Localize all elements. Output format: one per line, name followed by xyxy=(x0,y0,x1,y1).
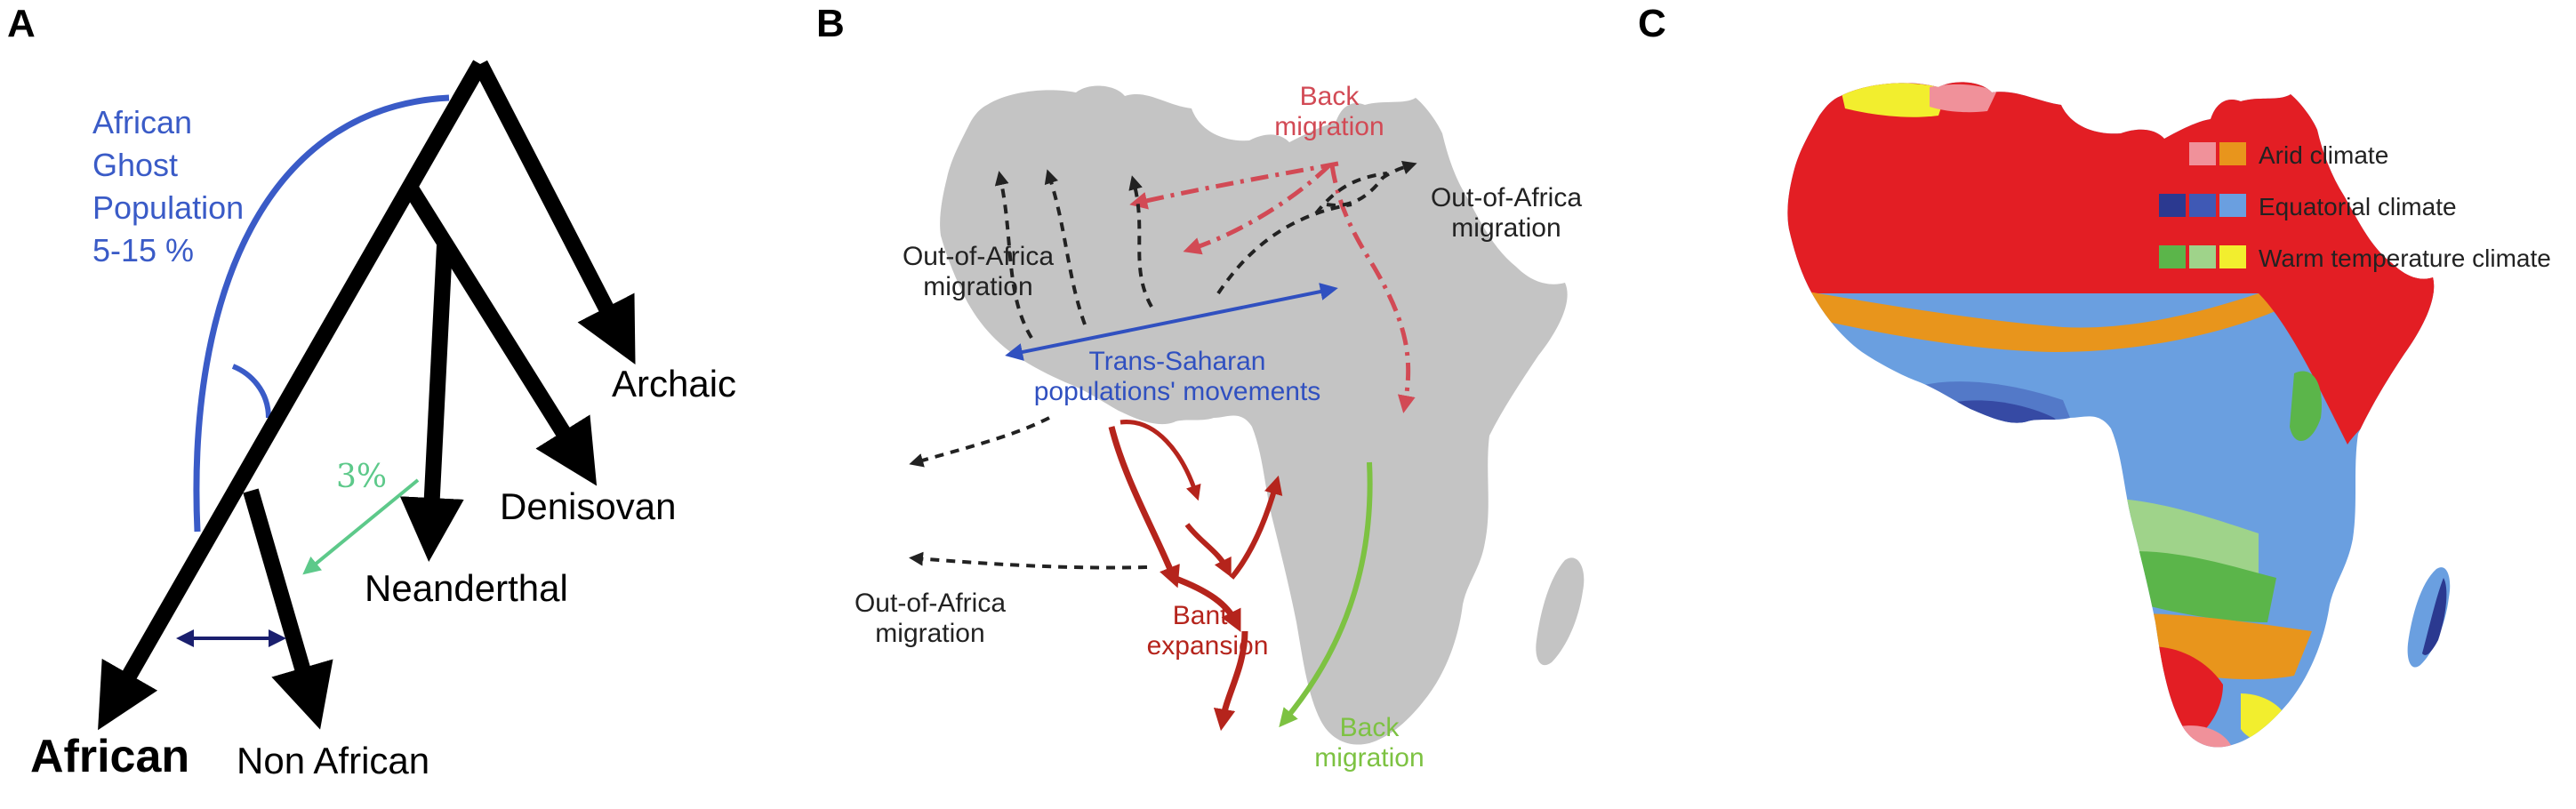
back-migration-north-line1: Back xyxy=(1300,82,1360,111)
branch-denisovan-stem xyxy=(404,184,598,486)
legend-row-warm: Warm temperature climate xyxy=(2159,244,2551,272)
legend-swatch xyxy=(2159,194,2186,217)
bantu-line1: Bantu xyxy=(1173,601,1242,630)
out-of-africa-ne-arrow xyxy=(1314,172,1388,215)
zone-equatorial-light xyxy=(1787,82,2435,748)
zone-warm-green-2 xyxy=(2134,551,2276,622)
bantu-line2: expansion xyxy=(1147,631,1269,661)
zone-arid-sahel xyxy=(1787,267,2312,352)
taxon-non-african: Non African xyxy=(237,740,429,781)
bantu-arrow-1 xyxy=(1108,426,1180,589)
madagascar xyxy=(1536,557,1585,666)
africa-climate-map: Arid climate Equatorial climate Warm tem… xyxy=(1787,82,2551,748)
zone-warm-north xyxy=(1841,83,1947,117)
ghost-label-line3: Population xyxy=(92,189,244,226)
bantu-arrow-4 xyxy=(1184,523,1232,578)
legend-swatch xyxy=(2159,245,2186,268)
climate-legend: Arid climate Equatorial climate Warm tem… xyxy=(2159,141,2551,272)
bantu-arrow-2 xyxy=(1119,420,1201,501)
legend-swatch xyxy=(2189,194,2216,217)
trans-saharan-line2: populations' movements xyxy=(1034,377,1321,406)
panel-b-migration-map: B xyxy=(782,0,1636,809)
madagascar-east xyxy=(2422,578,2447,655)
legend-swatch xyxy=(2159,142,2186,165)
zone-warm-highland xyxy=(2290,371,2322,442)
branch-neanderthal xyxy=(399,244,464,562)
branch-non-african xyxy=(243,488,333,730)
back-migration-south-line2: migration xyxy=(1314,743,1424,773)
out-of-africa-sw-arrow-1 xyxy=(909,416,1050,468)
legend-swatch xyxy=(2189,245,2216,268)
bantu-arrow-3 xyxy=(1172,574,1241,632)
panel-a-phylogeny: A African Ghost Population 5-15 xyxy=(0,0,782,809)
out-of-africa-ne-arrow-3 xyxy=(1326,160,1417,207)
branch-african xyxy=(98,60,487,731)
ghost-label-line1: African xyxy=(92,104,192,140)
out-of-africa-ne-arrow-2 xyxy=(1216,203,1352,295)
out-of-africa-nw-line1: Out-of-Africa xyxy=(903,242,1054,271)
zone-arid-north-pink xyxy=(1930,84,1996,113)
bantu-arrow-6 xyxy=(1213,630,1248,732)
legend-swatch xyxy=(2219,194,2246,217)
taxon-african: African xyxy=(30,731,189,782)
branch-archaic xyxy=(473,60,636,364)
legend-label-warm: Warm temperature climate xyxy=(2259,244,2551,272)
climate-zones xyxy=(1787,82,2435,748)
legend-label-equatorial: Equatorial climate xyxy=(2259,193,2457,220)
back-migration-north-line2: migration xyxy=(1274,112,1384,141)
legend-swatch xyxy=(2219,245,2246,268)
out-of-africa-sw-arrow-2 xyxy=(909,551,1148,570)
back-migration-north-arrow-2 xyxy=(1183,164,1331,255)
out-of-africa-ne-line1: Out-of-Africa xyxy=(1431,183,1582,212)
out-of-africa-sw-line1: Out-of-Africa xyxy=(855,589,1006,618)
out-of-africa-ne-line2: migration xyxy=(1451,213,1561,243)
legend-swatch xyxy=(2219,142,2246,165)
back-migration-north-arrow-3 xyxy=(1329,164,1416,413)
taxon-neanderthal: Neanderthal xyxy=(365,567,568,609)
back-migration-north-arrow-1 xyxy=(1129,161,1339,210)
panel-c-label: C xyxy=(1638,2,1666,45)
panel-c-climate-map: C xyxy=(1636,0,2576,809)
taxon-archaic: Archaic xyxy=(612,363,736,404)
taxon-denisovan: Denisovan xyxy=(500,485,676,527)
legend-label-arid: Arid climate xyxy=(2259,141,2388,169)
out-of-africa-nw-line2: migration xyxy=(923,272,1032,301)
ghost-population-arc xyxy=(193,94,450,533)
panel-b-label: B xyxy=(816,2,845,45)
africa-landmass xyxy=(940,85,1568,745)
trans-saharan-line1: Trans-Saharan xyxy=(1089,347,1266,376)
ghost-label-line2: Ghost xyxy=(92,147,178,183)
ghost-label-line4: 5-15 % xyxy=(92,232,194,268)
bantu-arrow-5 xyxy=(1229,475,1283,580)
legend-row-equatorial: Equatorial climate xyxy=(2159,193,2457,220)
introgression-arrow xyxy=(302,478,420,575)
out-of-africa-sw-line2: migration xyxy=(875,619,984,648)
africa-migration-map: Back migration Out-of-Africa migration O… xyxy=(855,82,1585,773)
panel-a-label: A xyxy=(7,2,36,45)
ghost-angle-arc xyxy=(231,364,271,419)
introgression-percent: 3% xyxy=(336,459,387,495)
legend-swatch xyxy=(2189,142,2216,165)
trans-saharan-arrow xyxy=(1005,283,1338,361)
back-migration-south-line1: Back xyxy=(1340,713,1400,742)
legend-row-arid: Arid climate xyxy=(2159,141,2388,169)
back-migration-south-arrow xyxy=(1279,461,1373,728)
phylogeny-tree: African Ghost Population 5-15 % 3% Archa… xyxy=(30,60,736,782)
